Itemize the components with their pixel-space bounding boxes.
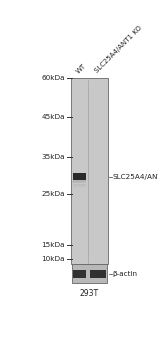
Text: SLC25A4/ANT1 KO: SLC25A4/ANT1 KO [94, 25, 143, 74]
Bar [73, 182, 86, 183]
Text: β-actin: β-actin [113, 271, 138, 277]
Bar [73, 184, 86, 185]
Text: 10kDa: 10kDa [42, 256, 65, 262]
Text: 15kDa: 15kDa [42, 243, 65, 248]
Text: 35kDa: 35kDa [42, 154, 65, 160]
Text: 60kDa: 60kDa [42, 75, 65, 82]
Bar [73, 270, 86, 278]
Text: 45kDa: 45kDa [42, 114, 65, 120]
Text: SLC25A4/ANT1: SLC25A4/ANT1 [113, 174, 158, 180]
Text: 25kDa: 25kDa [42, 191, 65, 197]
Bar [90, 270, 106, 278]
Bar [72, 264, 107, 283]
Bar [73, 173, 86, 180]
Bar [71, 78, 108, 264]
Text: 293T: 293T [79, 289, 98, 298]
Bar [73, 185, 86, 187]
Bar [73, 180, 86, 182]
Text: WT: WT [75, 62, 87, 74]
